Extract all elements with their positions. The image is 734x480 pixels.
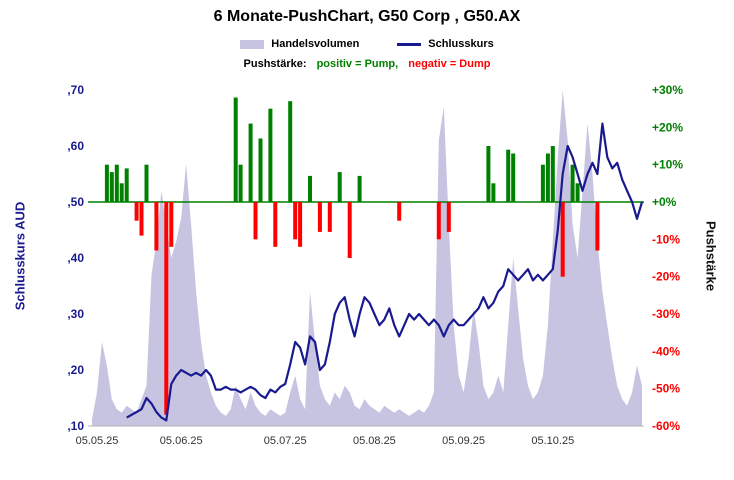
left-axis-tick: ,50 xyxy=(67,195,84,209)
push-bar xyxy=(253,202,258,240)
push-legend-pump: positiv = Pump, xyxy=(316,58,399,70)
left-axis-tick: ,30 xyxy=(67,307,84,321)
right-axis-tick: -40% xyxy=(652,344,680,358)
legend: Handelsvolumen Schlusskurs xyxy=(0,38,734,50)
push-legend: Pushstärke: positiv = Pump, negativ = Du… xyxy=(0,58,734,70)
push-bar xyxy=(327,202,332,232)
x-axis-tick: 05.09.25 xyxy=(442,435,485,447)
push-bar xyxy=(169,202,174,247)
left-axis-tick: ,60 xyxy=(67,139,84,153)
push-bar xyxy=(357,175,362,202)
push-bar xyxy=(109,172,114,202)
right-axis-tick: -10% xyxy=(652,232,680,246)
push-bar xyxy=(154,202,159,251)
right-axis-tick: -60% xyxy=(652,419,680,433)
push-bar xyxy=(144,164,149,202)
push-bar xyxy=(293,202,298,240)
x-axis-tick: 05.10.25 xyxy=(531,435,574,447)
left-axis-tick: ,10 xyxy=(67,419,84,433)
right-axis-tick: -20% xyxy=(652,270,680,284)
price-line xyxy=(126,122,644,422)
push-bar xyxy=(570,164,575,202)
push-bar xyxy=(397,202,402,221)
push-legend-dump: negativ = Dump xyxy=(408,58,491,70)
x-axis-tick: 05.06.25 xyxy=(160,435,203,447)
push-bar xyxy=(317,202,322,232)
left-axis-title: Schlusskurs AUD xyxy=(12,201,28,311)
push-bar xyxy=(575,183,580,202)
right-axis-tick: +10% xyxy=(652,158,683,172)
push-bar xyxy=(248,123,253,202)
push-bar xyxy=(288,101,293,202)
left-axis-tick: ,20 xyxy=(67,363,84,377)
push-bar xyxy=(258,138,263,202)
push-bar xyxy=(545,153,550,202)
push-bar xyxy=(104,164,109,202)
push-bar xyxy=(268,108,273,202)
push-bar xyxy=(446,202,451,232)
legend-item-schlusskurs: Schlusskurs xyxy=(397,38,494,50)
push-bar xyxy=(308,175,312,202)
push-bar xyxy=(134,202,139,221)
legend-label-volume: Handelsvolumen xyxy=(271,38,360,50)
push-bar xyxy=(347,202,352,258)
right-axis-tick: -50% xyxy=(652,382,680,396)
push-bar xyxy=(436,202,441,240)
left-axis-tick: ,40 xyxy=(67,251,84,265)
push-bar xyxy=(124,168,129,202)
push-legend-title: Pushstärke: xyxy=(243,58,307,70)
chart-title: 6 Monate-PushChart, G50 Corp , G50.AX xyxy=(213,8,521,25)
push-bar xyxy=(337,172,342,202)
right-axis-title: Pushstärke xyxy=(703,220,719,292)
legend-swatch-volume xyxy=(240,39,265,49)
legend-item-volume: Handelsvolumen xyxy=(240,38,359,50)
volume-area xyxy=(92,90,642,426)
push-bar xyxy=(486,146,491,202)
push-bar xyxy=(164,202,169,415)
push-bar xyxy=(506,149,511,202)
push-bar xyxy=(550,146,555,202)
legend-swatch-schlusskurs xyxy=(397,42,422,46)
push-bar xyxy=(511,153,516,202)
push-bar xyxy=(298,202,303,247)
push-bar xyxy=(595,202,600,251)
right-axis-tick: +20% xyxy=(652,120,683,134)
push-bar xyxy=(233,97,238,202)
push-bar xyxy=(560,202,565,277)
x-axis-tick: 05.07.25 xyxy=(264,435,307,447)
push-bar xyxy=(114,164,119,202)
push-bar xyxy=(273,202,278,247)
push-bar xyxy=(119,183,124,202)
push-bar xyxy=(139,202,144,236)
x-axis-tick: 05.08.25 xyxy=(353,435,396,447)
right-axis-tick: +30% xyxy=(652,83,683,97)
push-bar xyxy=(540,164,545,202)
push-bar xyxy=(238,164,243,202)
right-axis-tick: -30% xyxy=(652,307,680,321)
right-axis-tick: +0% xyxy=(652,195,677,209)
left-axis-tick: ,70 xyxy=(67,83,84,97)
push-bar xyxy=(491,183,496,202)
legend-label-schlusskurs: Schlusskurs xyxy=(428,38,494,50)
x-axis-tick: 05.05.25 xyxy=(76,435,119,447)
